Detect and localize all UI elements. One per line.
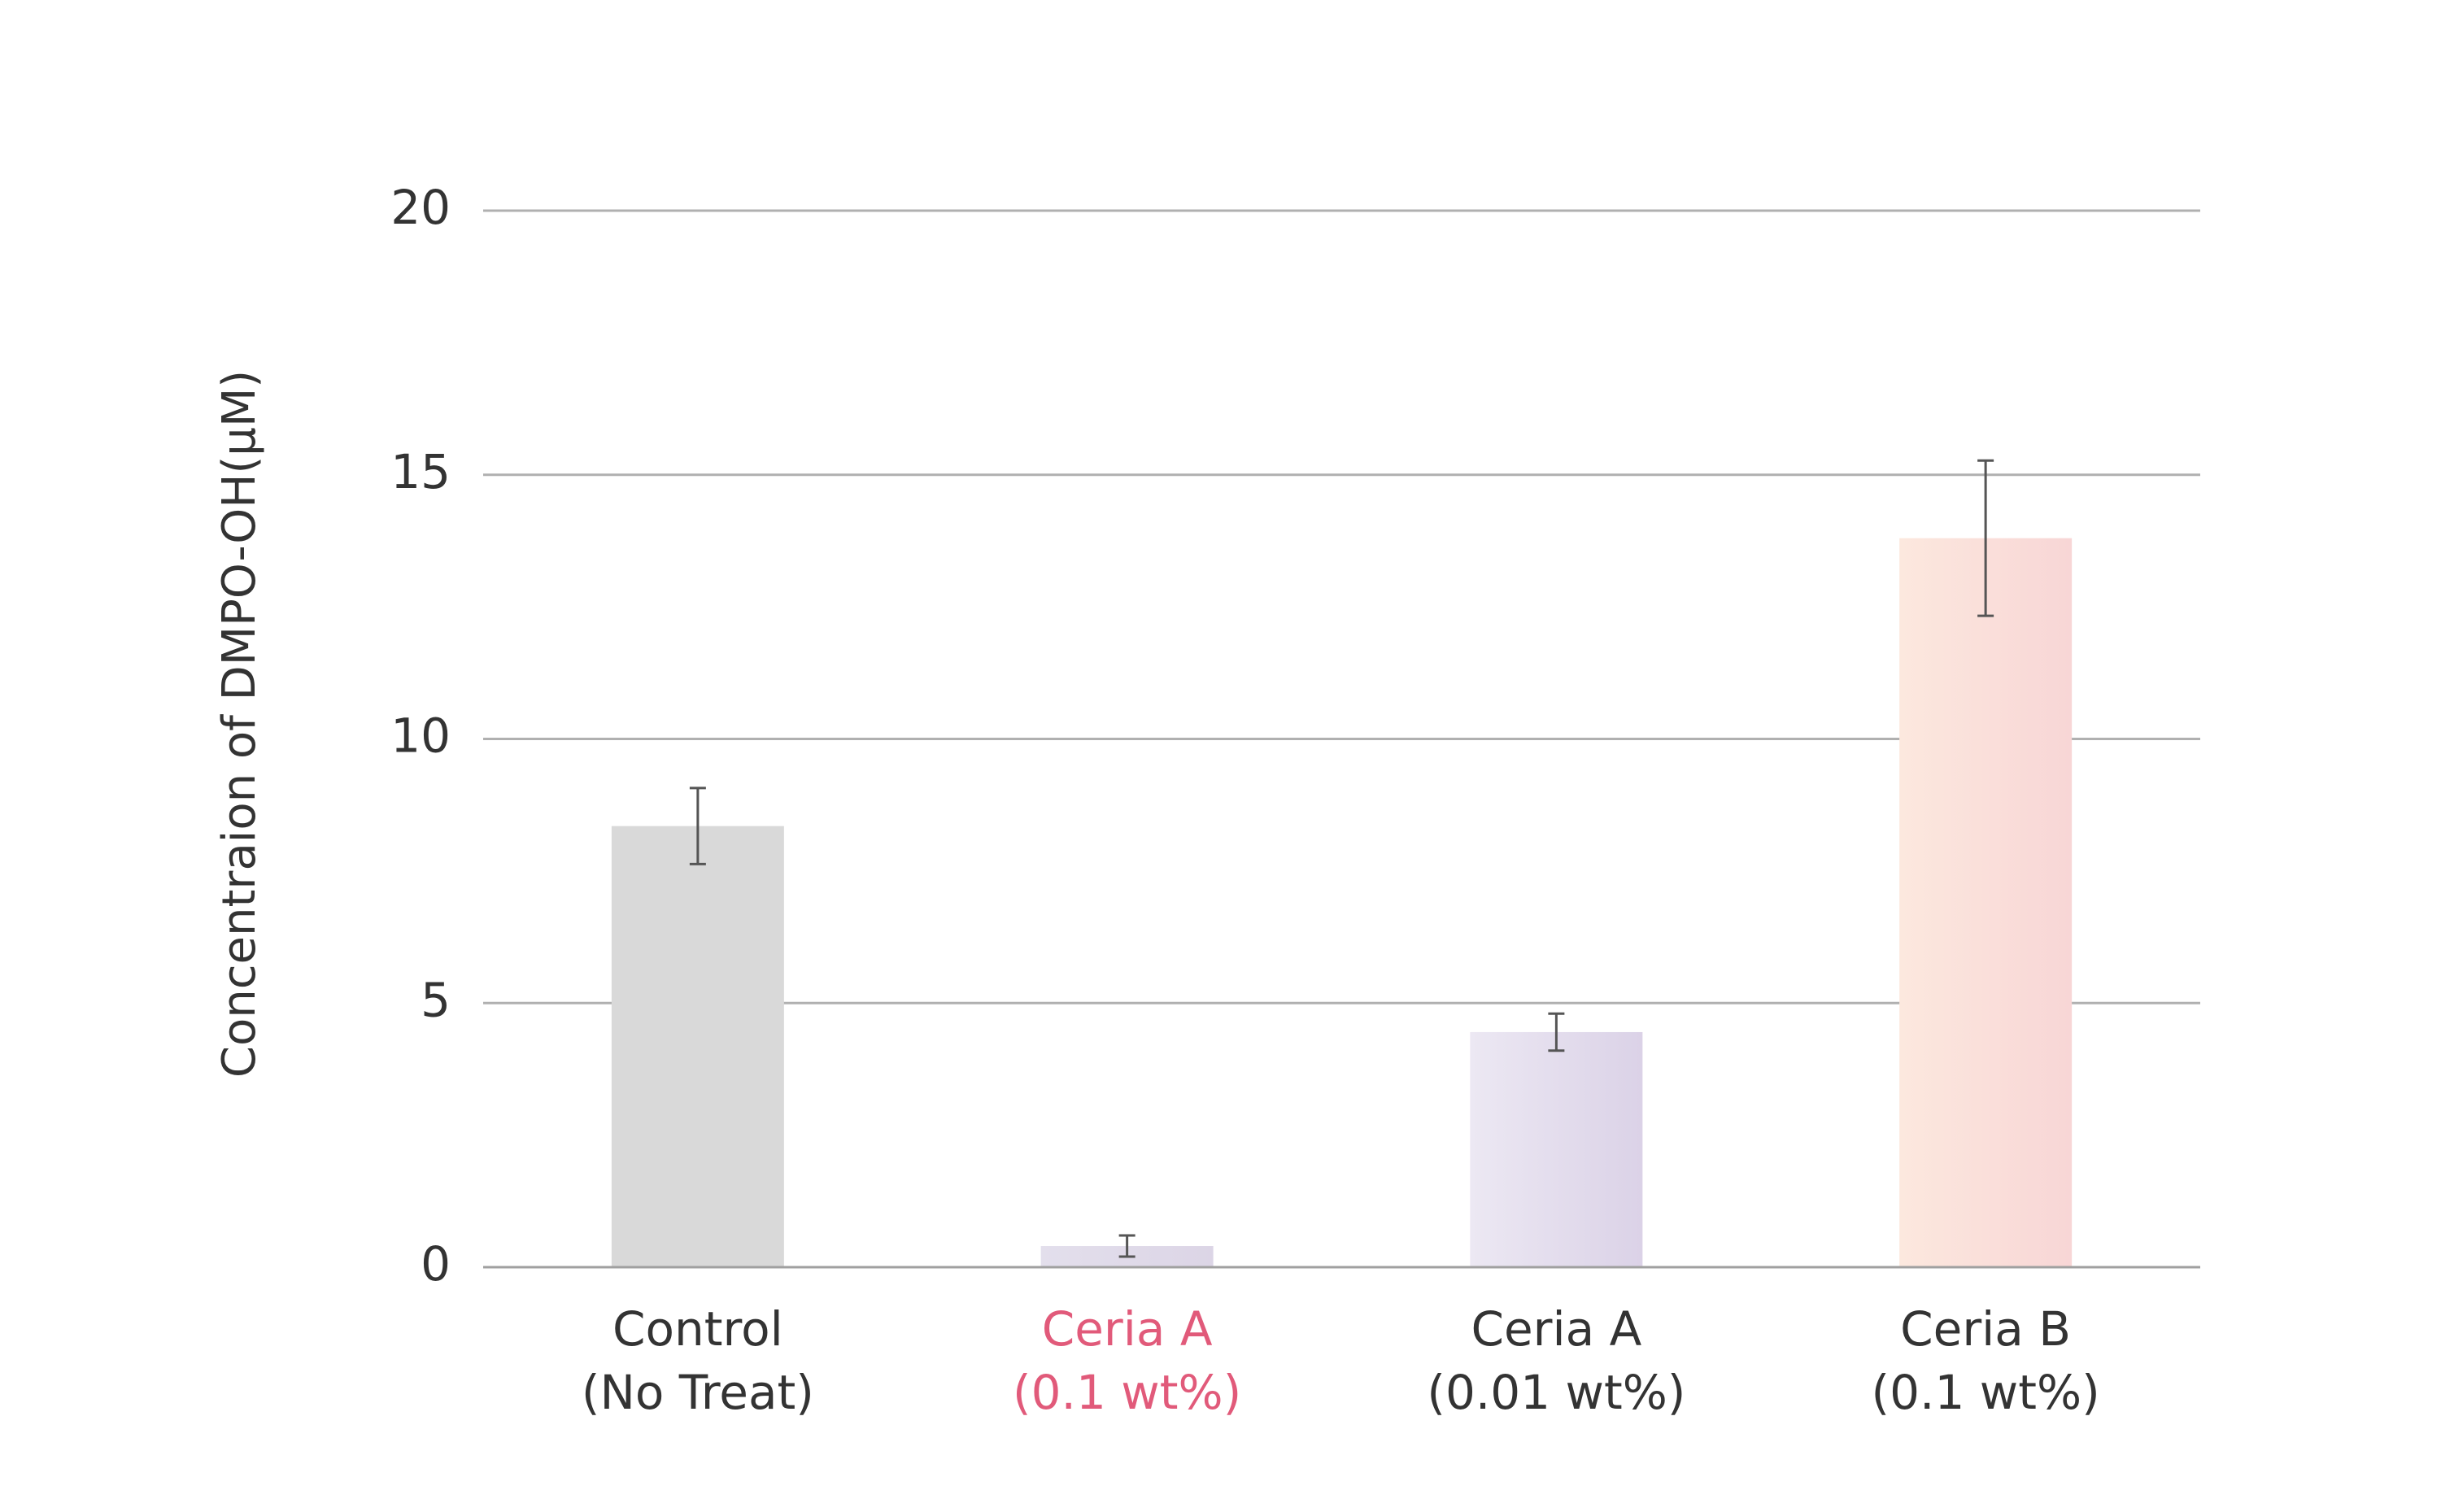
x-tick-label: Ceria A: [1471, 1301, 1641, 1357]
y-tick-label: 10: [390, 708, 451, 764]
y-tick-label: 5: [421, 972, 451, 1027]
x-tick-label: (0.01 wt%): [1427, 1365, 1685, 1420]
x-tick-label: Control: [612, 1301, 783, 1357]
error-bar: [689, 787, 706, 865]
error-bar: [1548, 1012, 1565, 1052]
bar: [1470, 1031, 1643, 1267]
x-tick-label: (No Treat): [582, 1365, 814, 1420]
error-bar: [1118, 1234, 1136, 1258]
y-tick-label: 0: [421, 1236, 451, 1292]
x-tick-label: (0.1 wt%): [1872, 1365, 2100, 1420]
y-axis-label: Concentraion of DMPO-OH(μM): [213, 370, 266, 1078]
bar: [1899, 538, 2073, 1267]
x-tick-label: Ceria B: [1900, 1301, 2071, 1357]
x-tick-label: (0.1 wt%): [1013, 1365, 1241, 1420]
error-bar: [1977, 459, 1994, 617]
x-tick-label: Ceria A: [1042, 1301, 1213, 1357]
y-tick-label: 20: [390, 180, 451, 235]
y-tick-label: 15: [390, 444, 451, 499]
bar: [611, 826, 784, 1267]
